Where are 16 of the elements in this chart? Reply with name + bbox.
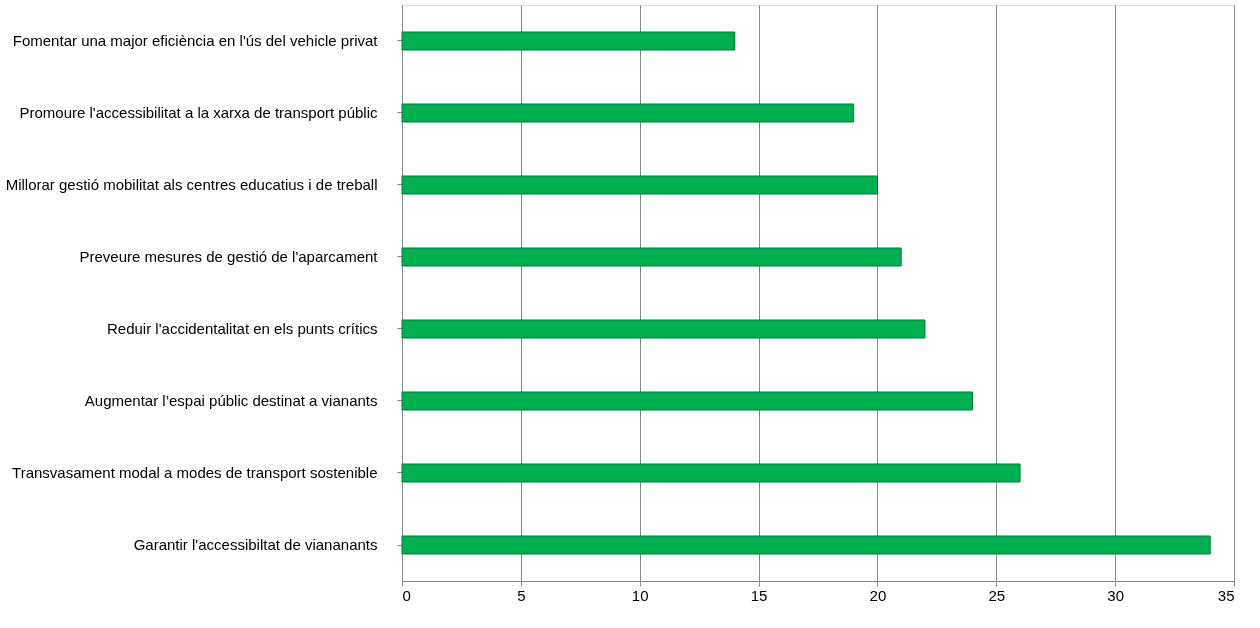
y-tick-label: Augmentar l’espai públic destinat a vianants	[84, 392, 378, 409]
y-tick-label: Millorar gestió mobilitat als centres educatius i de treball	[5, 176, 378, 193]
y-tick-label: Preveure mesures de gestió de l'aparcament	[79, 248, 379, 265]
y-tick-label: Fomentar una major eficiència en l'ús del vehicle privat	[12, 32, 379, 49]
y-tick-label: Reduir l'accidentalitat en els punts crítics	[107, 320, 378, 337]
y-tick-label: Promoure l'accessibilitat a la xarxa de transport públic	[19, 104, 378, 121]
x-tick-label: 35	[1217, 586, 1235, 604]
x-tick-label: 30	[1107, 586, 1124, 604]
x-tick-label: 20	[869, 586, 887, 604]
y-tick-label: Transvasament modal a modes de transport sostenible	[12, 464, 378, 481]
x-tick-label: 5	[517, 586, 526, 604]
y-tick-label: Garantir l'accessibiltat de viananants	[133, 536, 378, 553]
x-tick-label: 0	[402, 586, 411, 604]
x-tick-label: 15	[750, 586, 768, 604]
x-tick-label: 25	[988, 586, 1006, 604]
x-tick-label: 10	[631, 586, 649, 604]
